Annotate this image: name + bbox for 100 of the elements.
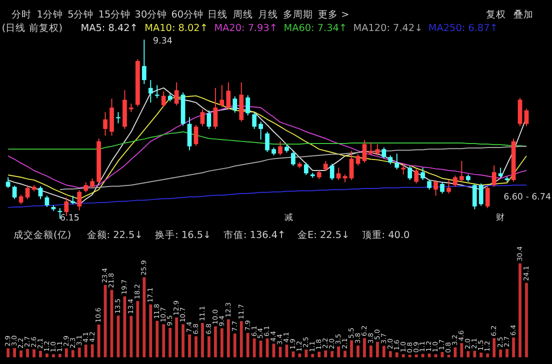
candlestick <box>258 121 263 140</box>
text: 日线 <box>208 8 228 20</box>
candlestick <box>213 87 218 130</box>
bar <box>473 350 476 358</box>
bar <box>175 317 178 358</box>
bar <box>52 354 55 358</box>
bar <box>318 352 321 358</box>
text: MA60: 7.34↑ <box>284 22 347 34</box>
text: 更多 > <box>318 8 350 20</box>
candlestick <box>336 167 341 181</box>
bar <box>525 282 528 358</box>
text: 叠加 <box>513 8 534 20</box>
candlestick <box>232 96 238 114</box>
text: 顶重: 40.0 <box>362 229 410 242</box>
bar <box>149 304 152 358</box>
candlestick <box>220 84 224 108</box>
bar <box>350 340 353 358</box>
candlestick <box>116 112 120 124</box>
candlestick <box>142 39 146 84</box>
bar <box>330 351 334 358</box>
candlestick <box>90 178 94 188</box>
bar <box>499 350 502 358</box>
bar <box>376 342 379 358</box>
candlestick <box>492 164 496 188</box>
candlestick <box>58 208 62 220</box>
text: 30分钟 <box>134 8 168 20</box>
bar <box>233 333 236 358</box>
bar <box>84 344 88 358</box>
bar <box>46 354 48 358</box>
bar <box>201 322 204 358</box>
bar <box>388 351 392 358</box>
candlestick <box>408 166 412 181</box>
candlestick <box>252 112 257 130</box>
bar <box>240 321 243 358</box>
candlestick <box>434 180 438 196</box>
candlestick <box>12 185 17 200</box>
candlestick <box>291 150 296 166</box>
text: 月线 <box>258 8 278 20</box>
bar <box>246 332 250 358</box>
candlestick <box>440 182 444 194</box>
bar <box>188 334 191 358</box>
text: 换手: 16.5↓ <box>155 229 212 242</box>
bar <box>466 351 470 358</box>
candlestick <box>472 182 477 210</box>
bar <box>428 354 431 358</box>
bar <box>78 348 81 358</box>
candlestick <box>103 112 108 136</box>
candlestick <box>323 160 328 172</box>
candlestick <box>460 160 464 182</box>
bar <box>408 354 412 358</box>
candlestick <box>154 84 160 99</box>
text: MA250: 6.87↑ <box>428 22 498 34</box>
candlestick <box>524 108 529 127</box>
candlestick <box>44 195 50 208</box>
candlestick <box>382 146 386 160</box>
bar <box>506 348 508 358</box>
bar <box>26 348 29 358</box>
text: 1分钟 <box>36 8 63 20</box>
bar <box>226 319 230 358</box>
bar <box>97 324 100 358</box>
bar <box>434 354 438 358</box>
bar <box>370 346 372 358</box>
text: 市值: 136.4↑ <box>224 229 286 242</box>
bar <box>337 346 340 358</box>
candlestick <box>278 140 282 156</box>
bar <box>298 354 302 358</box>
annotation: 6.60 - 6.74 <box>504 192 552 202</box>
candlestick <box>84 182 88 193</box>
text: 60分钟 <box>171 8 204 20</box>
bar <box>214 326 217 358</box>
bar <box>13 348 16 358</box>
bar <box>518 263 522 358</box>
bar <box>363 338 366 358</box>
bar <box>182 324 184 358</box>
text: MA10: 8.02↑ <box>144 22 208 34</box>
candlestick <box>446 180 451 194</box>
annotation: 减 <box>284 212 294 223</box>
bar <box>395 352 398 358</box>
bar <box>162 324 166 358</box>
candlestick <box>394 153 400 170</box>
candlestick <box>161 90 166 108</box>
text: 周线 <box>232 8 253 20</box>
bar <box>32 349 36 358</box>
bar <box>194 336 198 358</box>
candlestick <box>375 144 380 156</box>
text: MA5: 8.42↑ <box>80 22 138 34</box>
candlestick <box>38 186 43 200</box>
bar <box>142 277 146 358</box>
candlestick <box>206 110 212 130</box>
bar <box>6 348 10 358</box>
bar <box>486 354 490 358</box>
bar <box>304 350 308 358</box>
text: 5分钟 <box>68 8 94 20</box>
candlestick <box>478 182 484 206</box>
bar <box>136 301 140 358</box>
annotation: 财 <box>496 212 505 223</box>
bar <box>480 352 483 358</box>
candlestick <box>485 186 490 209</box>
text: 多周期 <box>283 8 314 20</box>
bar <box>512 338 515 358</box>
